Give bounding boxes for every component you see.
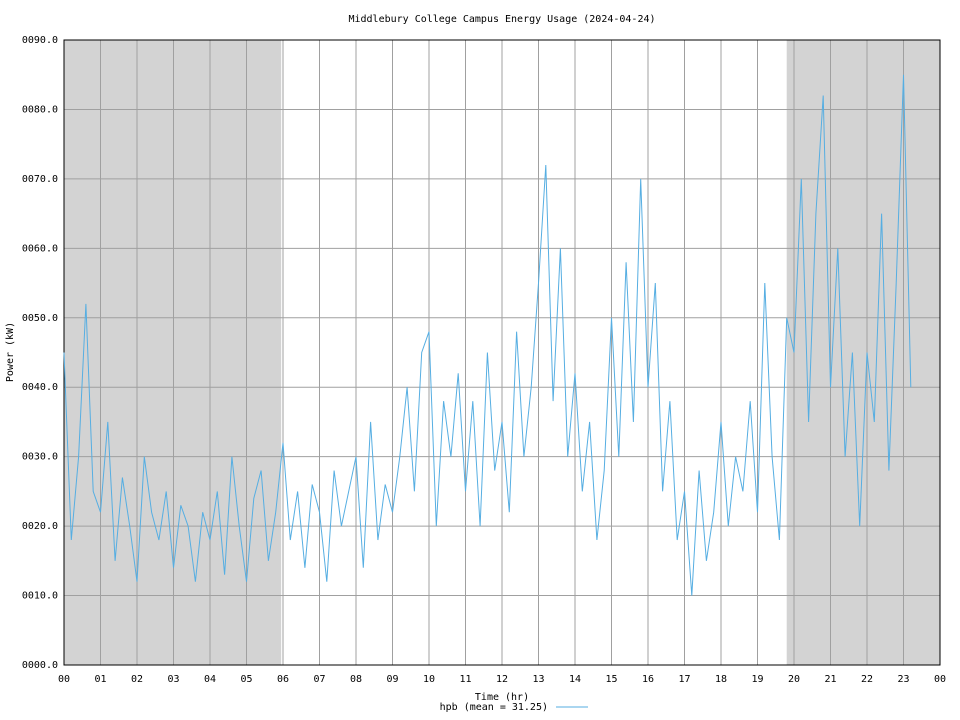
shaded-region	[786, 40, 940, 665]
x-tick-label: 20	[788, 674, 800, 685]
x-tick-label: 02	[131, 674, 143, 685]
x-tick-label: 12	[496, 674, 508, 685]
y-tick-label: 0020.0	[22, 521, 58, 532]
y-tick-label: 0090.0	[22, 35, 58, 46]
x-tick-label: 15	[605, 674, 617, 685]
x-axis-label: Time (hr)	[475, 692, 529, 703]
x-tick-label: 08	[350, 674, 362, 685]
y-tick-label: 0030.0	[22, 452, 58, 463]
x-tick-label: 01	[94, 674, 106, 685]
x-tick-label: 04	[204, 674, 216, 685]
y-tick-label: 0000.0	[22, 660, 58, 671]
y-tick-label: 0040.0	[22, 382, 58, 393]
x-tick-label: 05	[240, 674, 252, 685]
shaded-region	[64, 40, 282, 665]
x-tick-label: 11	[459, 674, 471, 685]
chart-title: Middlebury College Campus Energy Usage (…	[348, 14, 655, 25]
y-tick-label: 0050.0	[22, 313, 58, 324]
y-tick-label: 0080.0	[22, 104, 58, 115]
x-tick-label: 14	[569, 674, 581, 685]
y-tick-label: 0010.0	[22, 591, 58, 602]
x-tick-label: 16	[642, 674, 654, 685]
x-tick-label: 06	[277, 674, 289, 685]
y-tick-label: 0070.0	[22, 174, 58, 185]
x-tick-label: 21	[824, 674, 836, 685]
x-tick-label: 18	[715, 674, 727, 685]
y-tick-label: 0060.0	[22, 243, 58, 254]
x-tick-label: 03	[167, 674, 179, 685]
x-tick-label: 23	[897, 674, 909, 685]
x-tick-label: 17	[678, 674, 690, 685]
legend-label: hpb (mean = 31.25)	[440, 702, 548, 713]
x-tick-label: 07	[313, 674, 325, 685]
x-tick-label: 19	[751, 674, 763, 685]
x-tick-label: 13	[532, 674, 544, 685]
x-tick-label: 00	[58, 674, 70, 685]
y-axis-label: Power (kW)	[5, 322, 16, 382]
x-tick-label: 00	[934, 674, 946, 685]
data-line	[63, 74, 912, 596]
x-tick-label: 10	[423, 674, 435, 685]
x-tick-label: 22	[861, 674, 873, 685]
x-tick-label: 09	[386, 674, 398, 685]
